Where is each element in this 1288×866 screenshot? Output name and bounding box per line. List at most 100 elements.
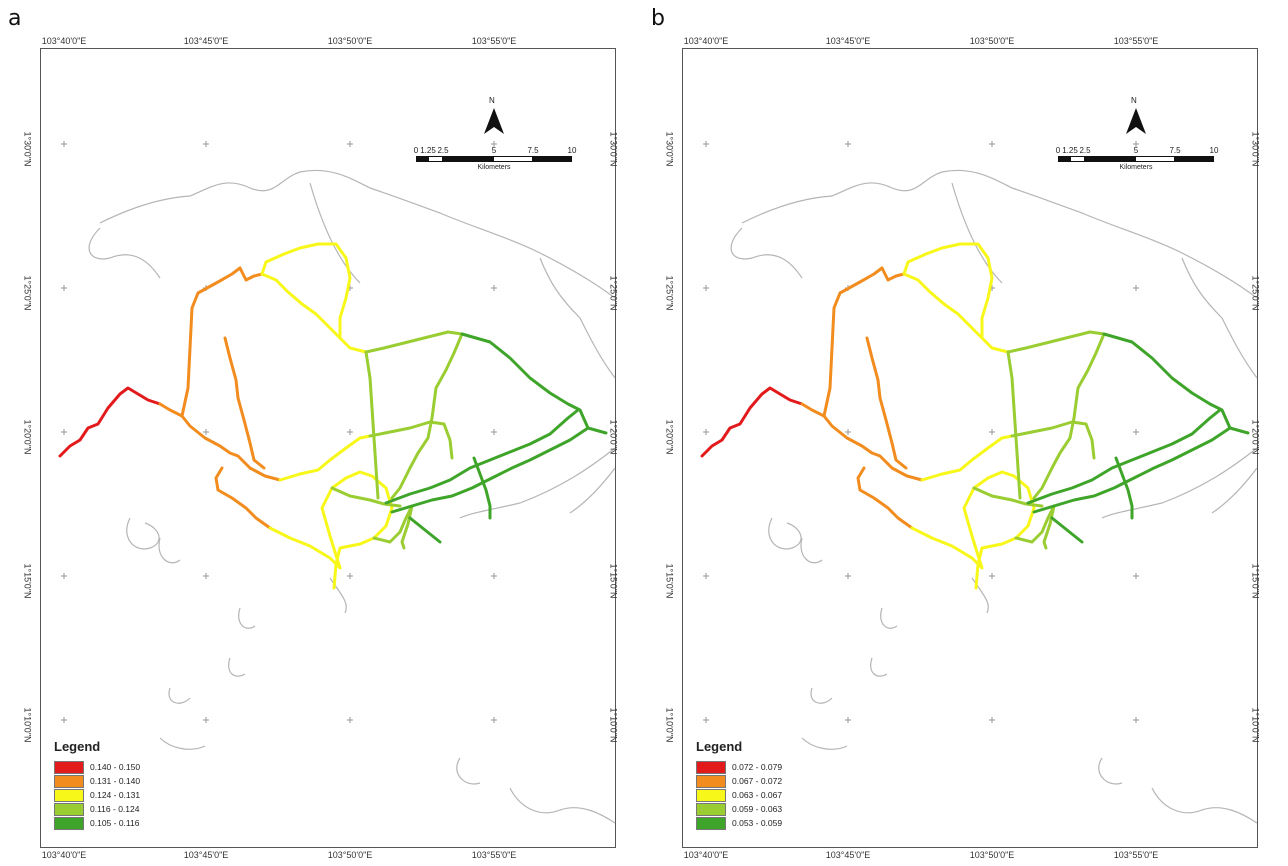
rail-segment bbox=[902, 242, 990, 276]
lon-tick-top: 103°40'0"E bbox=[683, 36, 729, 46]
lat-tick-right: 1°30'0"N bbox=[608, 131, 619, 167]
graticule-mark bbox=[347, 141, 353, 147]
coastline bbox=[951, 182, 1003, 284]
rail-segment bbox=[800, 402, 924, 482]
lat-tick-right: 1°10'0"N bbox=[1250, 707, 1261, 743]
lat-tick-right: 1°25'0"N bbox=[1250, 275, 1261, 311]
graticule-mark bbox=[203, 141, 209, 147]
graticule-mark bbox=[203, 429, 209, 435]
rail-segment bbox=[214, 466, 272, 530]
graticule-mark bbox=[845, 573, 851, 579]
graticule-mark bbox=[703, 141, 709, 147]
rail-segment bbox=[1114, 456, 1134, 520]
rail-segment bbox=[700, 386, 804, 458]
graticule-mark bbox=[491, 573, 497, 579]
scale-label: 10 bbox=[567, 146, 577, 155]
graticule-mark bbox=[491, 717, 497, 723]
graticule-mark bbox=[703, 717, 709, 723]
graticule-mark bbox=[703, 429, 709, 435]
lon-tick-bottom: 103°50'0"E bbox=[969, 850, 1015, 860]
legend-item: 0.059 - 0.063 bbox=[696, 802, 782, 816]
graticule-mark bbox=[989, 429, 995, 435]
lat-tick-left: 1°30'0"N bbox=[22, 131, 33, 167]
scale-unit: Kilometers bbox=[1119, 164, 1153, 171]
legend: Legend 0.140 - 0.150 0.131 - 0.140 0.124… bbox=[50, 737, 145, 834]
rail-segment bbox=[384, 408, 580, 505]
scale-label: 7.5 bbox=[1169, 146, 1181, 155]
panel-letter-b: b bbox=[651, 6, 665, 31]
map-canvas bbox=[700, 141, 1258, 824]
rail-segment bbox=[278, 434, 372, 482]
rail-segment bbox=[390, 426, 590, 514]
coastline bbox=[126, 517, 160, 550]
rail-segment bbox=[1032, 426, 1232, 514]
graticule-mark bbox=[1133, 429, 1139, 435]
rail-segment bbox=[1050, 516, 1084, 544]
graticule-mark bbox=[845, 429, 851, 435]
legend: Legend 0.072 - 0.079 0.067 - 0.072 0.063… bbox=[692, 737, 787, 834]
coastline bbox=[801, 737, 848, 750]
rail-segment bbox=[472, 456, 492, 520]
lon-tick-bottom: 103°40'0"E bbox=[41, 850, 87, 860]
lat-tick-left: 1°20'0"N bbox=[664, 419, 675, 455]
graticule-mark bbox=[1133, 717, 1139, 723]
rail-segment bbox=[390, 332, 464, 500]
north-label: N bbox=[1131, 96, 1137, 105]
graticule-mark bbox=[61, 285, 67, 291]
coastline bbox=[1211, 467, 1258, 514]
coastline bbox=[800, 537, 823, 564]
lat-tick-right: 1°25'0"N bbox=[608, 275, 619, 311]
scale-bar: 0 1.25 2.5 5 7.5 10 Kilometers bbox=[1056, 146, 1219, 171]
graticule-mark bbox=[1133, 141, 1139, 147]
lon-tick-bottom: 103°45'0"E bbox=[183, 850, 229, 860]
legend-title: Legend bbox=[696, 739, 743, 754]
legend-item: 0.105 - 0.116 bbox=[54, 816, 140, 830]
scale-unit: Kilometers bbox=[477, 164, 511, 171]
coastline bbox=[329, 577, 347, 614]
rail-segment bbox=[910, 470, 1036, 590]
scale-label: 10 bbox=[1209, 146, 1219, 155]
rail-segment bbox=[372, 504, 414, 550]
graticule-mark bbox=[1133, 573, 1139, 579]
rail-segment bbox=[180, 266, 242, 418]
rail-segment bbox=[408, 516, 442, 544]
graticule-mark bbox=[491, 141, 497, 147]
rail-segment bbox=[902, 272, 984, 340]
scale-label: 5 bbox=[491, 146, 497, 155]
graticule-mark bbox=[61, 717, 67, 723]
legend-item: 0.116 - 0.124 bbox=[54, 802, 140, 816]
rail-segment bbox=[1014, 504, 1056, 550]
panel-letter-a: a bbox=[8, 6, 22, 31]
lat-tick-left: 1°30'0"N bbox=[664, 131, 675, 167]
lon-tick-top: 103°55'0"E bbox=[471, 36, 517, 46]
coastline bbox=[569, 467, 616, 514]
graticule-mark bbox=[703, 285, 709, 291]
rail-segment bbox=[364, 350, 380, 500]
scale-label: 2.5 bbox=[437, 146, 449, 155]
coastline bbox=[88, 227, 161, 279]
north-label: N bbox=[489, 96, 495, 105]
lon-tick-top: 103°45'0"E bbox=[183, 36, 229, 46]
graticule-mark bbox=[703, 573, 709, 579]
legend-item: 0.140 - 0.150 bbox=[54, 760, 140, 774]
coastline bbox=[1151, 787, 1258, 824]
lat-tick-left: 1°15'0"N bbox=[664, 563, 675, 599]
lat-tick-left: 1°20'0"N bbox=[22, 419, 33, 455]
lat-tick-left: 1°15'0"N bbox=[22, 563, 33, 599]
rail-segment bbox=[238, 266, 264, 282]
lon-tick-top: 103°50'0"E bbox=[327, 36, 373, 46]
graticule-mark bbox=[347, 717, 353, 723]
graticule-mark bbox=[203, 717, 209, 723]
lon-tick-top: 103°40'0"E bbox=[41, 36, 87, 46]
lon-tick-top: 103°45'0"E bbox=[825, 36, 871, 46]
coastline bbox=[768, 517, 802, 550]
graticule-mark bbox=[203, 573, 209, 579]
coastline bbox=[880, 607, 898, 629]
rail-segment bbox=[1102, 332, 1250, 435]
rail-segment bbox=[58, 386, 162, 458]
lon-tick-bottom: 103°45'0"E bbox=[825, 850, 871, 860]
scale-label: 2.5 bbox=[1079, 146, 1091, 155]
graticule-mark bbox=[845, 717, 851, 723]
coastline bbox=[870, 657, 888, 677]
coastline bbox=[1181, 257, 1258, 379]
